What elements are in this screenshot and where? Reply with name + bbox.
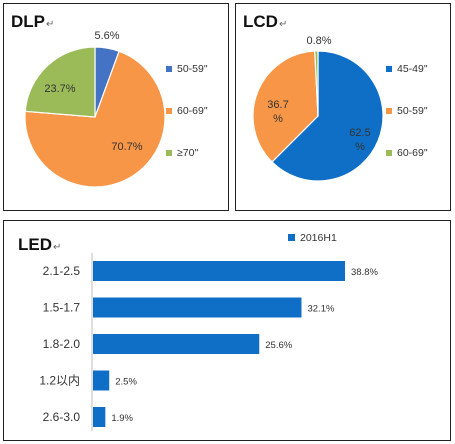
legend-label: 50-59" [177, 63, 208, 75]
dlp-pie-chart: 5.6% 50-59" 70.7% 60-69" 23.7% ≥70" [24, 30, 208, 188]
led-bar-chart: 2016H1 2.1-2.5 38.8% 1.5-1.7 32.1% 1.8-2.0 25.… [39, 232, 378, 431]
legend-swatch [166, 66, 172, 72]
bar-value-label: 38.8% [351, 267, 378, 278]
category-label: 2.1-2.5 [43, 264, 81, 278]
legend-swatch [386, 66, 392, 72]
category-label: 1.8-2.0 [43, 337, 81, 351]
bar-1-2 [93, 370, 110, 391]
bar-2-6-3-0 [93, 407, 106, 427]
return-mark-icon: ↵ [53, 242, 62, 253]
dlp-panel: DLP↵ 5.6% 50-59" 70.7% 60-69" 23.7% ≥70" [3, 3, 229, 211]
lcd-panel: LCD↵ 62.5% 45-49" 36.7% 50-59" 0.8% 60-69" [235, 3, 451, 211]
bar-value-label: 2.5% [115, 377, 137, 388]
pie-slice-50-59 [252, 50, 319, 163]
led-panel: LED↵ 2016H1 2.1-2.5 38.8% 1.5-1.7 32.1% 1.8-2… [3, 220, 451, 441]
pie-slice-70 [24, 46, 96, 118]
return-mark-icon: ↵ [278, 19, 288, 30]
legend-swatch [386, 108, 392, 114]
bar-2-1-2-5 [93, 261, 345, 281]
category-label: 2.6-3.0 [43, 410, 81, 424]
pie-slice-60-69 [314, 50, 319, 117]
category-label: 1.2以内 [39, 374, 80, 388]
pie-slice-45-49 [271, 50, 384, 182]
legend-swatch [166, 108, 172, 114]
bar-value-label: 32.1% [307, 304, 334, 315]
pie-data-label: 62.5% [349, 127, 370, 153]
legend-swatch [288, 234, 295, 241]
category-label: 1.5-1.7 [43, 301, 81, 315]
pie-data-label: 0.8% [306, 35, 331, 47]
pie-data-label: 70.7% [111, 141, 142, 153]
lcd-title: LCD [243, 12, 278, 31]
legend-label: ≥70" [177, 147, 198, 159]
bar-value-label: 1.9% [111, 413, 133, 424]
dlp-title: DLP [11, 12, 45, 31]
legend-swatch [386, 150, 392, 156]
legend-label: 2016H1 [300, 232, 337, 244]
led-title: LED [18, 235, 52, 254]
bar-1-5-1-7 [93, 297, 302, 318]
pie-data-label: 23.7% [44, 83, 75, 95]
legend-swatch [166, 150, 172, 156]
legend-label: 60-69" [397, 147, 428, 159]
pie-slice-60-69 [24, 50, 166, 188]
pie-data-label: 36.7% [267, 99, 288, 125]
return-mark-icon: ↵ [46, 19, 55, 30]
pie-data-label: 5.6% [94, 30, 119, 42]
legend-label: 50-59" [397, 105, 428, 117]
lcd-pie-chart: 62.5 % 45-49" 36.7 % 50-59" 0.8% 60-69" [252, 35, 428, 182]
legend-label: 60-69" [177, 105, 208, 117]
bar-value-label: 25.6% [265, 340, 292, 351]
bar-1-8-2-0 [93, 334, 260, 354]
legend-label: 45-49" [397, 63, 428, 75]
